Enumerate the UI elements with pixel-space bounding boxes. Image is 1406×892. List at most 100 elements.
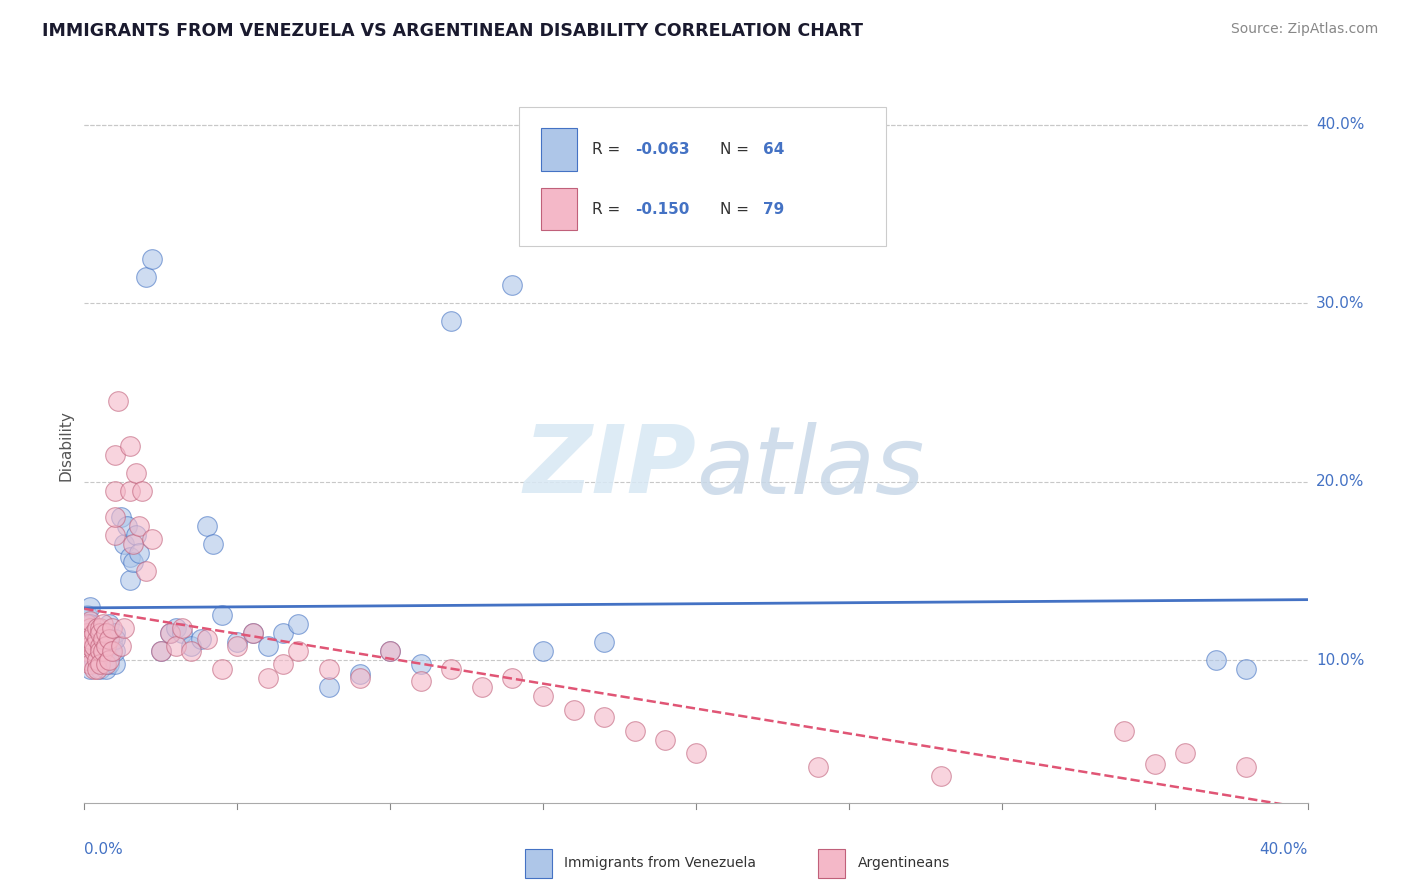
Point <box>79 639 101 653</box>
Point <box>89 644 111 658</box>
Point <box>89 662 111 676</box>
Point <box>91 617 114 632</box>
Point <box>91 644 114 658</box>
Point <box>318 662 340 676</box>
Point <box>120 439 142 453</box>
Point <box>380 644 402 658</box>
Point <box>471 680 494 694</box>
Text: 40.0%: 40.0% <box>1316 118 1364 132</box>
Point <box>79 662 101 676</box>
Point <box>122 537 145 551</box>
Point <box>226 639 249 653</box>
Point <box>226 635 249 649</box>
Point <box>149 644 172 658</box>
Point <box>76 608 98 623</box>
Point <box>86 632 108 646</box>
Text: R =: R = <box>592 202 626 217</box>
Bar <box>818 849 845 878</box>
Bar <box>541 128 578 171</box>
Point <box>104 657 127 671</box>
Point <box>112 621 135 635</box>
Point <box>86 632 108 646</box>
Point <box>562 703 585 717</box>
Point <box>94 644 117 658</box>
Text: 30.0%: 30.0% <box>1316 296 1364 310</box>
Point <box>86 662 108 676</box>
Point <box>409 674 432 689</box>
Point <box>211 608 233 623</box>
Point <box>79 635 101 649</box>
Point <box>94 639 117 653</box>
Text: -0.063: -0.063 <box>636 143 689 157</box>
Point <box>101 644 124 658</box>
Text: Immigrants from Venezuela: Immigrants from Venezuela <box>564 856 756 871</box>
Y-axis label: Disability: Disability <box>59 410 75 482</box>
Point <box>159 626 181 640</box>
Point <box>101 644 124 658</box>
Point <box>86 621 108 635</box>
Point <box>165 639 187 653</box>
Point <box>76 626 98 640</box>
Point <box>89 626 111 640</box>
Point <box>172 626 194 640</box>
Point <box>318 680 340 694</box>
Point <box>91 632 114 646</box>
Point <box>76 635 98 649</box>
Point <box>89 626 111 640</box>
Point <box>349 667 371 681</box>
Point <box>89 657 111 671</box>
Point <box>104 644 127 658</box>
Point <box>76 644 98 658</box>
Point <box>122 555 145 569</box>
Point <box>104 528 127 542</box>
Point <box>110 510 132 524</box>
Point <box>107 394 129 409</box>
Text: 10.0%: 10.0% <box>1316 653 1364 667</box>
Point <box>86 653 108 667</box>
Point <box>149 644 172 658</box>
Point <box>79 617 101 632</box>
Point <box>141 532 163 546</box>
Text: 0.0%: 0.0% <box>84 842 124 857</box>
Text: N =: N = <box>720 202 754 217</box>
Point <box>242 626 264 640</box>
Point <box>94 626 117 640</box>
Point <box>89 639 111 653</box>
Point <box>287 644 309 658</box>
Bar <box>524 849 551 878</box>
Point <box>159 626 181 640</box>
Point <box>172 621 194 635</box>
Point <box>502 278 524 293</box>
Point <box>624 724 647 739</box>
Text: R =: R = <box>592 143 626 157</box>
Point <box>76 626 98 640</box>
Point <box>83 644 105 658</box>
Point <box>440 314 463 328</box>
Point <box>440 662 463 676</box>
Text: 79: 79 <box>763 202 785 217</box>
Point <box>180 644 202 658</box>
Point <box>104 483 127 498</box>
Point <box>1234 662 1257 676</box>
Text: Argentineans: Argentineans <box>858 856 949 871</box>
Text: -0.150: -0.150 <box>636 202 689 217</box>
Point <box>97 657 120 671</box>
Text: N =: N = <box>720 143 754 157</box>
Point <box>271 657 294 671</box>
Point <box>125 528 148 542</box>
Point <box>110 639 132 653</box>
Point <box>89 653 111 667</box>
Point <box>79 599 101 614</box>
Point <box>120 549 142 564</box>
Point <box>685 746 707 760</box>
Text: 64: 64 <box>763 143 785 157</box>
Point <box>120 483 142 498</box>
Text: 40.0%: 40.0% <box>1260 842 1308 857</box>
Point <box>287 617 309 632</box>
Point <box>104 632 127 646</box>
Point <box>104 626 127 640</box>
Bar <box>541 187 578 230</box>
Point <box>83 653 105 667</box>
Point <box>76 644 98 658</box>
Text: Source: ZipAtlas.com: Source: ZipAtlas.com <box>1230 22 1378 37</box>
